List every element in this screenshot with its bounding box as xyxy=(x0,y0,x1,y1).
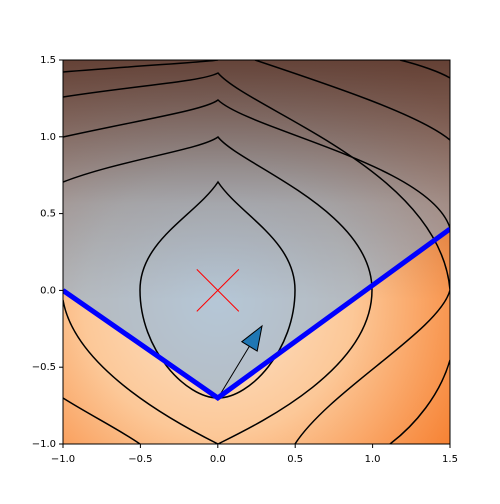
contour-line xyxy=(389,359,450,444)
marker-stroke xyxy=(196,269,240,312)
y-tick-label: 1.0 xyxy=(40,132,56,143)
plot-area xyxy=(63,60,450,444)
x-tick-label: 1.0 xyxy=(365,454,381,465)
axes-frame xyxy=(62,59,451,445)
contour-line xyxy=(399,60,450,79)
contour-line xyxy=(254,60,450,141)
x-tick-label: 1.5 xyxy=(442,454,458,465)
y-tick-label: 0.0 xyxy=(40,285,56,296)
contour-line xyxy=(63,397,141,444)
x-tick-label: −0.5 xyxy=(128,454,152,465)
shading xyxy=(63,60,450,300)
arrow-shaft xyxy=(217,341,253,399)
y-tick-label: −1.0 xyxy=(32,439,56,450)
contour-line xyxy=(63,135,373,444)
constraint-line xyxy=(63,226,450,401)
x-tick-label: −1.0 xyxy=(51,454,75,465)
x-tick-label: 0.5 xyxy=(287,454,303,465)
contour-line xyxy=(63,99,450,229)
contour-line xyxy=(63,60,219,73)
contour-line xyxy=(63,72,450,444)
y-tick-label: −0.5 xyxy=(32,362,56,373)
x-tick-label: 0.0 xyxy=(210,454,226,465)
y-tick-label: 1.5 xyxy=(40,55,56,66)
optimum-marker xyxy=(196,269,240,312)
arrow-head xyxy=(240,324,263,352)
y-tick-label: 0.5 xyxy=(40,209,56,220)
